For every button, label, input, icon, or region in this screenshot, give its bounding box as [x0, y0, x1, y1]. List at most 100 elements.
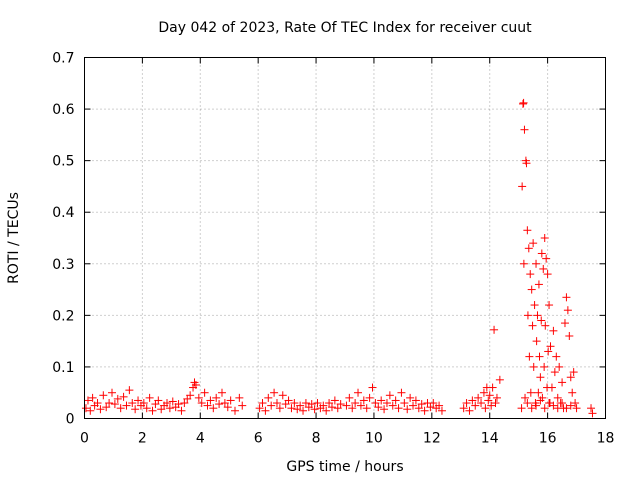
data-point: [411, 396, 420, 405]
data-point: [518, 182, 527, 191]
data-point: [543, 270, 552, 279]
data-point: [342, 401, 351, 410]
data-point: [235, 393, 244, 402]
data-point: [528, 321, 537, 330]
data-point: [429, 399, 438, 408]
y-tick-label: 0.6: [52, 102, 74, 118]
data-point: [197, 399, 206, 408]
data-point: [560, 319, 569, 328]
data-point: [529, 362, 538, 371]
data-point: [523, 311, 532, 320]
data-point: [474, 393, 483, 402]
chart-title: Day 042 of 2023, Rate Of TEC Index for r…: [158, 20, 532, 36]
data-point: [377, 396, 386, 405]
data-point: [537, 316, 546, 325]
plot-frame: [84, 57, 606, 419]
data-point: [382, 399, 391, 408]
data-point: [571, 399, 580, 408]
data-point: [134, 396, 143, 405]
data-point: [572, 404, 581, 413]
data-point: [272, 399, 281, 408]
data-point: [394, 404, 403, 413]
data-point: [116, 404, 125, 413]
data-point: [562, 293, 571, 302]
data-point: [327, 403, 336, 412]
data-point: [226, 396, 235, 405]
data-point: [177, 406, 186, 415]
data-point: [519, 98, 528, 107]
data-point: [532, 337, 541, 346]
data-point: [539, 264, 548, 273]
data-point: [544, 347, 553, 356]
data-point: [488, 383, 497, 392]
data-point: [534, 280, 543, 289]
data-point: [487, 401, 496, 410]
data-point: [468, 396, 477, 405]
y-tick-label: 0.4: [52, 205, 74, 221]
data-point: [278, 391, 287, 400]
data-point: [356, 401, 365, 410]
data-point: [491, 399, 500, 408]
data-point: [168, 397, 177, 406]
data-point: [142, 404, 151, 413]
data-point: [535, 352, 544, 361]
data-point: [565, 331, 574, 340]
data-point: [471, 401, 480, 410]
data-point: [310, 405, 319, 414]
data-point: [536, 396, 545, 405]
data-point: [534, 388, 543, 397]
data-point: [414, 404, 423, 413]
data-point: [519, 99, 528, 108]
data-point: [330, 396, 339, 405]
data-point: [238, 401, 247, 410]
data-point: [527, 404, 536, 413]
data-point: [391, 396, 400, 405]
data-point: [88, 393, 97, 402]
data-point: [403, 405, 412, 414]
data-point: [145, 393, 154, 402]
data-point: [128, 399, 137, 408]
data-point: [255, 404, 264, 413]
data-point: [223, 403, 232, 412]
data-point: [83, 396, 92, 405]
data-point: [154, 396, 163, 405]
data-point: [555, 362, 564, 371]
data-point: [313, 399, 322, 408]
data-point: [165, 404, 174, 413]
data-point: [552, 352, 561, 361]
data-point: [526, 388, 535, 397]
data-point: [409, 401, 418, 410]
data-point: [96, 405, 105, 414]
data-point: [532, 259, 541, 268]
data-point: [261, 406, 270, 415]
data-point: [568, 388, 577, 397]
data-point: [484, 396, 493, 405]
data-point: [325, 399, 334, 408]
data-point: [264, 393, 273, 402]
data-point: [397, 388, 406, 397]
axis-tick-labels: 0 2 4 6 8 10 12 14 16 18 0 0.1 0.2 0.3 0.4 0.5 0.6 0.7: [52, 51, 614, 447]
data-point: [553, 393, 562, 402]
data-point: [566, 373, 575, 382]
data-point: [536, 373, 545, 382]
data-point: [526, 270, 535, 279]
data-points: [81, 98, 597, 418]
data-point: [307, 400, 316, 409]
data-point: [462, 399, 471, 408]
data-point: [299, 406, 308, 415]
data-point: [380, 405, 389, 414]
data-point: [258, 399, 267, 408]
data-point: [275, 404, 284, 413]
data-point: [93, 399, 102, 408]
data-point: [345, 393, 354, 402]
data-point: [437, 406, 446, 415]
data-point: [420, 406, 429, 415]
data-point: [296, 401, 305, 410]
data-point: [485, 391, 494, 400]
data-point: [270, 388, 279, 397]
data-point: [540, 404, 549, 413]
data-point: [523, 226, 532, 235]
data-point: [588, 409, 597, 418]
data-point: [354, 388, 363, 397]
